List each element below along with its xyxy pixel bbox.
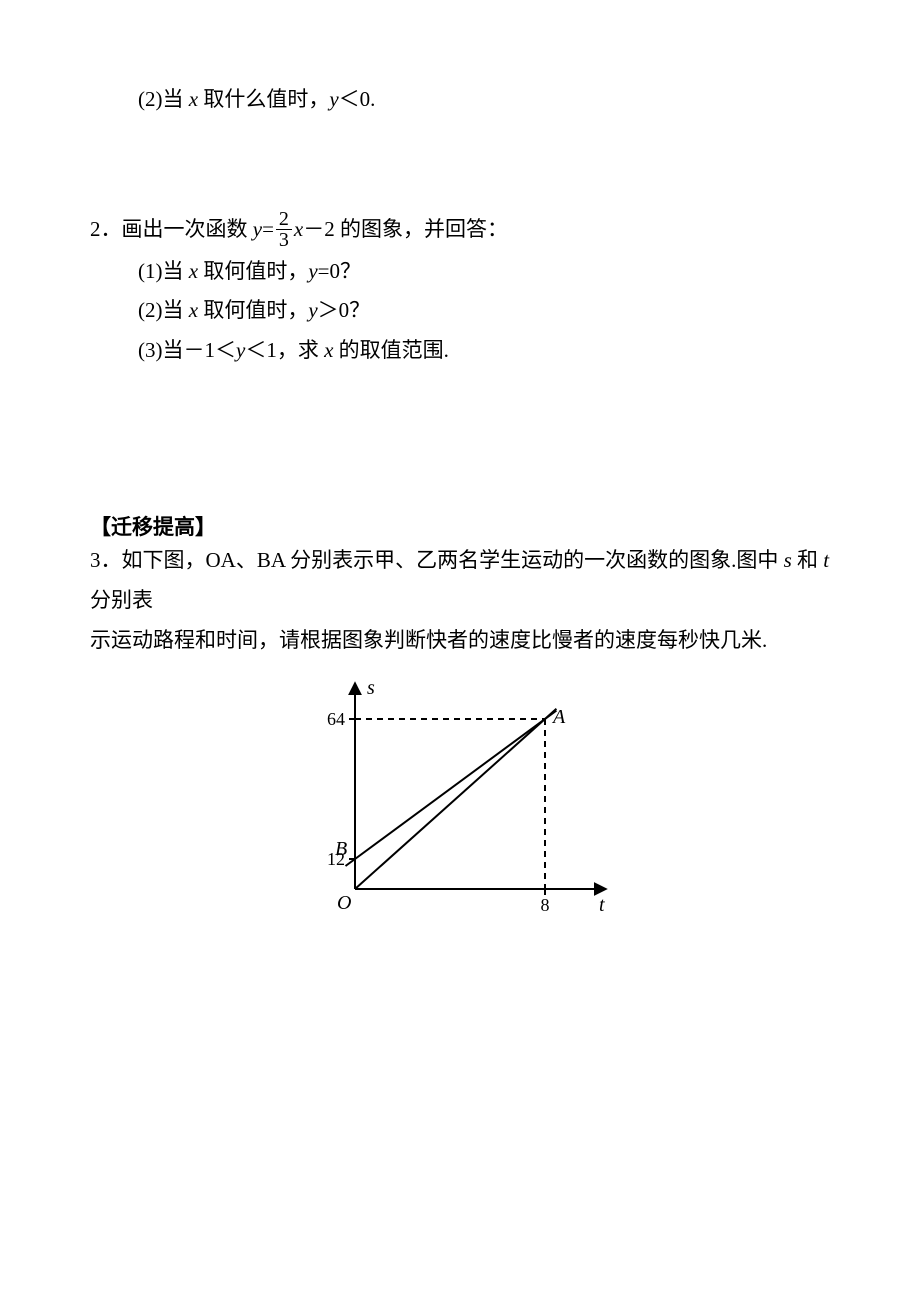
axis-label-t: t [599, 894, 605, 916]
q2-p3-mid: ＜1，求 [245, 338, 324, 362]
ytick-64-label: 64 [327, 709, 345, 729]
q2-p3-after: 的取值范围. [333, 338, 449, 362]
q2-tail: －2 的图象，并回答： [303, 217, 508, 241]
q2-fraction: 23 [276, 209, 292, 250]
q2-p3-before: 当－1＜ [163, 338, 237, 362]
spacer [90, 371, 830, 481]
q1-part2-label: (2) [138, 87, 163, 111]
q3-l1c: 分别表 [90, 588, 153, 612]
line-BA [346, 711, 557, 866]
q2-p1-after: =0？ [318, 259, 361, 283]
q2-p1-mid: 取何值时， [198, 259, 308, 283]
q2-frac-num: 2 [276, 209, 292, 230]
q2-part3: (3)当－1＜y＜1，求 x 的取值范围. [90, 331, 830, 371]
q2-x: x [294, 217, 303, 241]
q3-figure-wrap: stO64128AB [90, 669, 830, 934]
q2-p1-label: (1) [138, 259, 163, 283]
section-title: 【迁移提高】 [90, 511, 830, 541]
q2-number: 2． [90, 217, 122, 241]
q2-p3-label: (3) [138, 338, 163, 362]
q3-line2: 示运动路程和时间，请根据图象判断快者的速度比慢者的速度每秒快几米. [90, 621, 830, 661]
q2-p1-y: y [308, 259, 317, 283]
q2-p2-y: y [308, 298, 317, 322]
q1-part2-y: y [329, 87, 338, 111]
q3-number: 3． [90, 548, 122, 572]
q3-chart: stO64128AB [295, 669, 625, 929]
q2-p2-mid: 取何值时， [198, 298, 308, 322]
q1-part2-before: 当 [163, 87, 189, 111]
q3-l1b: 和 [792, 548, 824, 572]
point-A-label: A [551, 706, 566, 728]
q3-figure: stO64128AB [295, 669, 625, 934]
q2-frac-den: 3 [276, 230, 292, 250]
q1-part2: (2)当 x 取什么值时，y＜0. [90, 80, 830, 120]
origin-label: O [337, 892, 351, 914]
q2-p3-y: y [236, 338, 245, 362]
q2-p2-x: x [189, 298, 198, 322]
q2-p2-before: 当 [163, 298, 189, 322]
q1-part2-mid: 取什么值时， [198, 87, 329, 111]
q3-line1: 3．如下图，OA、BA 分别表示甲、乙两名学生运动的一次函数的图象.图中 s 和… [90, 541, 830, 621]
q2-p2-label: (2) [138, 298, 163, 322]
line-OA [355, 709, 556, 889]
q3-s: s [784, 548, 792, 572]
q2-y: y [253, 217, 262, 241]
q3-l1a: 如下图，OA、BA 分别表示甲、乙两名学生运动的一次函数的图象.图中 [122, 548, 784, 572]
q2-p1-x: x [189, 259, 198, 283]
q3-t: t [823, 548, 829, 572]
q2-eq: = [262, 217, 274, 241]
q2-p2-after: ＞0？ [318, 298, 371, 322]
axis-label-s: s [367, 677, 375, 699]
q2-lead: 画出一次函数 [122, 217, 253, 241]
q2-p3-x: x [324, 338, 333, 362]
q2-stem: 2．画出一次函数 y=23x－2 的图象，并回答： [90, 210, 830, 252]
q2-p1-before: 当 [163, 259, 189, 283]
xtick-8-label: 8 [541, 895, 550, 915]
spacer [90, 120, 830, 210]
q1-part2-x: x [189, 87, 198, 111]
q1-part2-cond: ＜0. [339, 87, 376, 111]
q2-part1: (1)当 x 取何值时，y=0？ [90, 252, 830, 292]
q2-part2: (2)当 x 取何值时，y＞0？ [90, 291, 830, 331]
point-B-label: B [335, 838, 347, 860]
